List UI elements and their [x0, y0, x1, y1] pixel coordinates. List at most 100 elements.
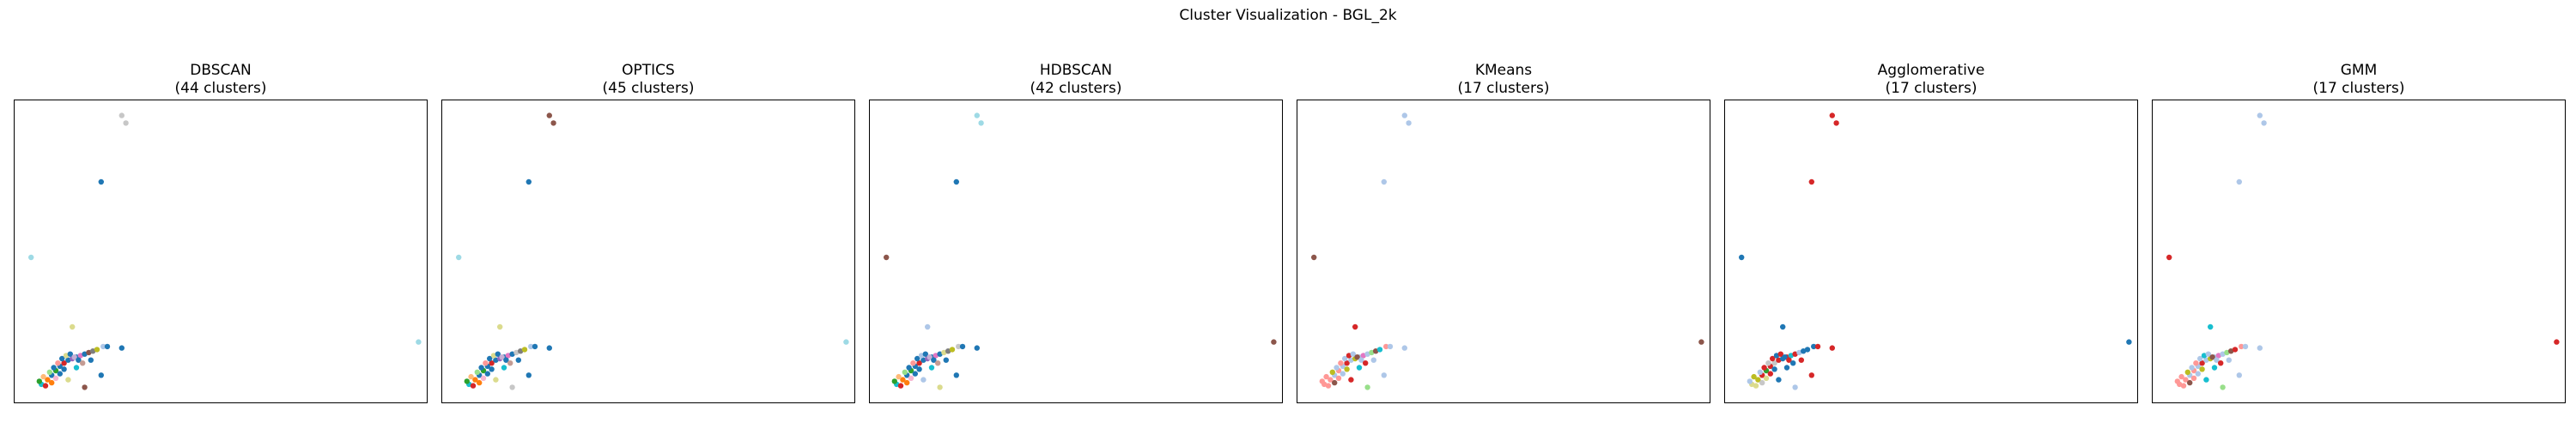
panel-title: OPTICS (45 clusters) — [441, 62, 855, 98]
scatter-point — [2201, 353, 2208, 359]
scatter-point — [484, 371, 490, 377]
scatter-point — [100, 343, 106, 350]
scatter-point — [943, 357, 949, 363]
scatter-point — [2242, 343, 2249, 350]
scatter-point — [916, 366, 922, 372]
scatter-point — [959, 343, 966, 350]
scatter-point — [86, 349, 92, 356]
scatter-point — [2180, 383, 2187, 389]
scatter-point — [904, 379, 910, 386]
scatter-point — [1763, 375, 1770, 381]
scatter-point — [73, 365, 80, 371]
scatter-point — [505, 353, 511, 359]
scatter-point — [1334, 365, 1340, 371]
scatter-point — [82, 384, 88, 390]
scatter-point — [2126, 339, 2132, 345]
scatter-point — [483, 360, 489, 366]
scatter-point — [1798, 357, 1804, 363]
scatter-point — [61, 360, 67, 366]
scatter-point — [59, 355, 65, 362]
scatter-point — [487, 355, 493, 362]
scatter-svg — [28, 112, 422, 390]
scatter-point — [949, 347, 956, 353]
scatter-point — [507, 360, 513, 366]
scatter-point — [52, 375, 59, 381]
cluster-panel-dbscan: DBSCAN (44 clusters) — [14, 62, 428, 405]
scatter-point — [63, 353, 70, 359]
scatter-point — [1776, 357, 1782, 363]
scatter-point — [70, 323, 76, 330]
plot-area — [441, 100, 855, 403]
scatter-point — [2554, 339, 2560, 345]
scatter-point — [1373, 348, 1379, 354]
scatter-point — [480, 375, 487, 381]
scatter-point — [1338, 360, 1344, 366]
scatter-point — [897, 383, 904, 389]
scatter-point — [98, 178, 105, 185]
scatter-point — [470, 383, 477, 389]
scatter-point — [974, 112, 980, 118]
scatter-point — [896, 373, 902, 380]
scatter-point — [2195, 371, 2201, 377]
scatter-point — [1350, 351, 1356, 357]
scatter-point — [42, 383, 49, 389]
scatter-point — [1747, 378, 1753, 384]
scatter-point — [1808, 178, 1814, 185]
scatter-point — [82, 351, 88, 357]
scatter-point — [49, 379, 55, 386]
scatter-point — [2215, 353, 2221, 359]
scatter-point — [526, 178, 532, 185]
plot-area — [1724, 100, 2138, 403]
scatter-point — [76, 357, 82, 363]
scatter-point — [65, 377, 71, 383]
scatter-point — [1792, 384, 1798, 390]
scatter-point — [1770, 355, 1776, 362]
scatter-point — [2203, 357, 2209, 363]
scatter-point — [2226, 357, 2232, 363]
scatter-point — [935, 360, 941, 366]
scatter-point — [123, 120, 129, 126]
scatter-point — [937, 384, 943, 390]
scatter-point — [1771, 366, 1777, 372]
scatter-point — [2228, 348, 2234, 354]
scatter-point — [1354, 354, 1360, 360]
scatter-point — [956, 343, 962, 350]
scatter-point — [2193, 360, 2199, 366]
scatter-point — [925, 323, 931, 330]
scatter-point — [528, 343, 534, 350]
scatter-point — [416, 339, 422, 345]
scatter-point — [532, 343, 538, 350]
scatter-point — [1319, 378, 1325, 384]
panel-method-name: Agglomerative — [1877, 62, 1985, 79]
scatter-point — [2209, 354, 2215, 360]
scatter-point — [922, 351, 928, 357]
scatter-point — [2224, 349, 2230, 356]
scatter-point — [900, 377, 906, 383]
scatter-point — [1401, 112, 1407, 118]
scatter-point — [464, 378, 470, 384]
scatter-point — [1783, 365, 1790, 371]
scatter-point — [1804, 347, 1811, 353]
scatter-point — [1364, 351, 1370, 357]
scatter-point — [2187, 379, 2193, 386]
scatter-point — [927, 354, 933, 360]
scatter-point — [521, 347, 528, 353]
scatter-point — [1801, 348, 1807, 354]
scatter-point — [2184, 369, 2190, 375]
scatter-point — [499, 354, 505, 360]
scatter-point — [2178, 373, 2184, 380]
scatter-point — [2239, 343, 2245, 350]
scatter-point — [515, 357, 521, 363]
scatter-point — [98, 372, 105, 378]
scatter-point — [46, 369, 52, 375]
scatter-svg — [1311, 112, 1704, 390]
panel-cluster-count: (17 clusters) — [1885, 80, 1978, 97]
scatter-point — [1765, 360, 1771, 366]
scatter-point — [908, 375, 914, 381]
scatter-point — [2220, 351, 2226, 357]
scatter-point — [2214, 357, 2220, 363]
scatter-point — [28, 254, 34, 261]
scatter-point — [36, 378, 42, 384]
scatter-point — [1761, 365, 1767, 371]
scatter-point — [57, 371, 63, 377]
